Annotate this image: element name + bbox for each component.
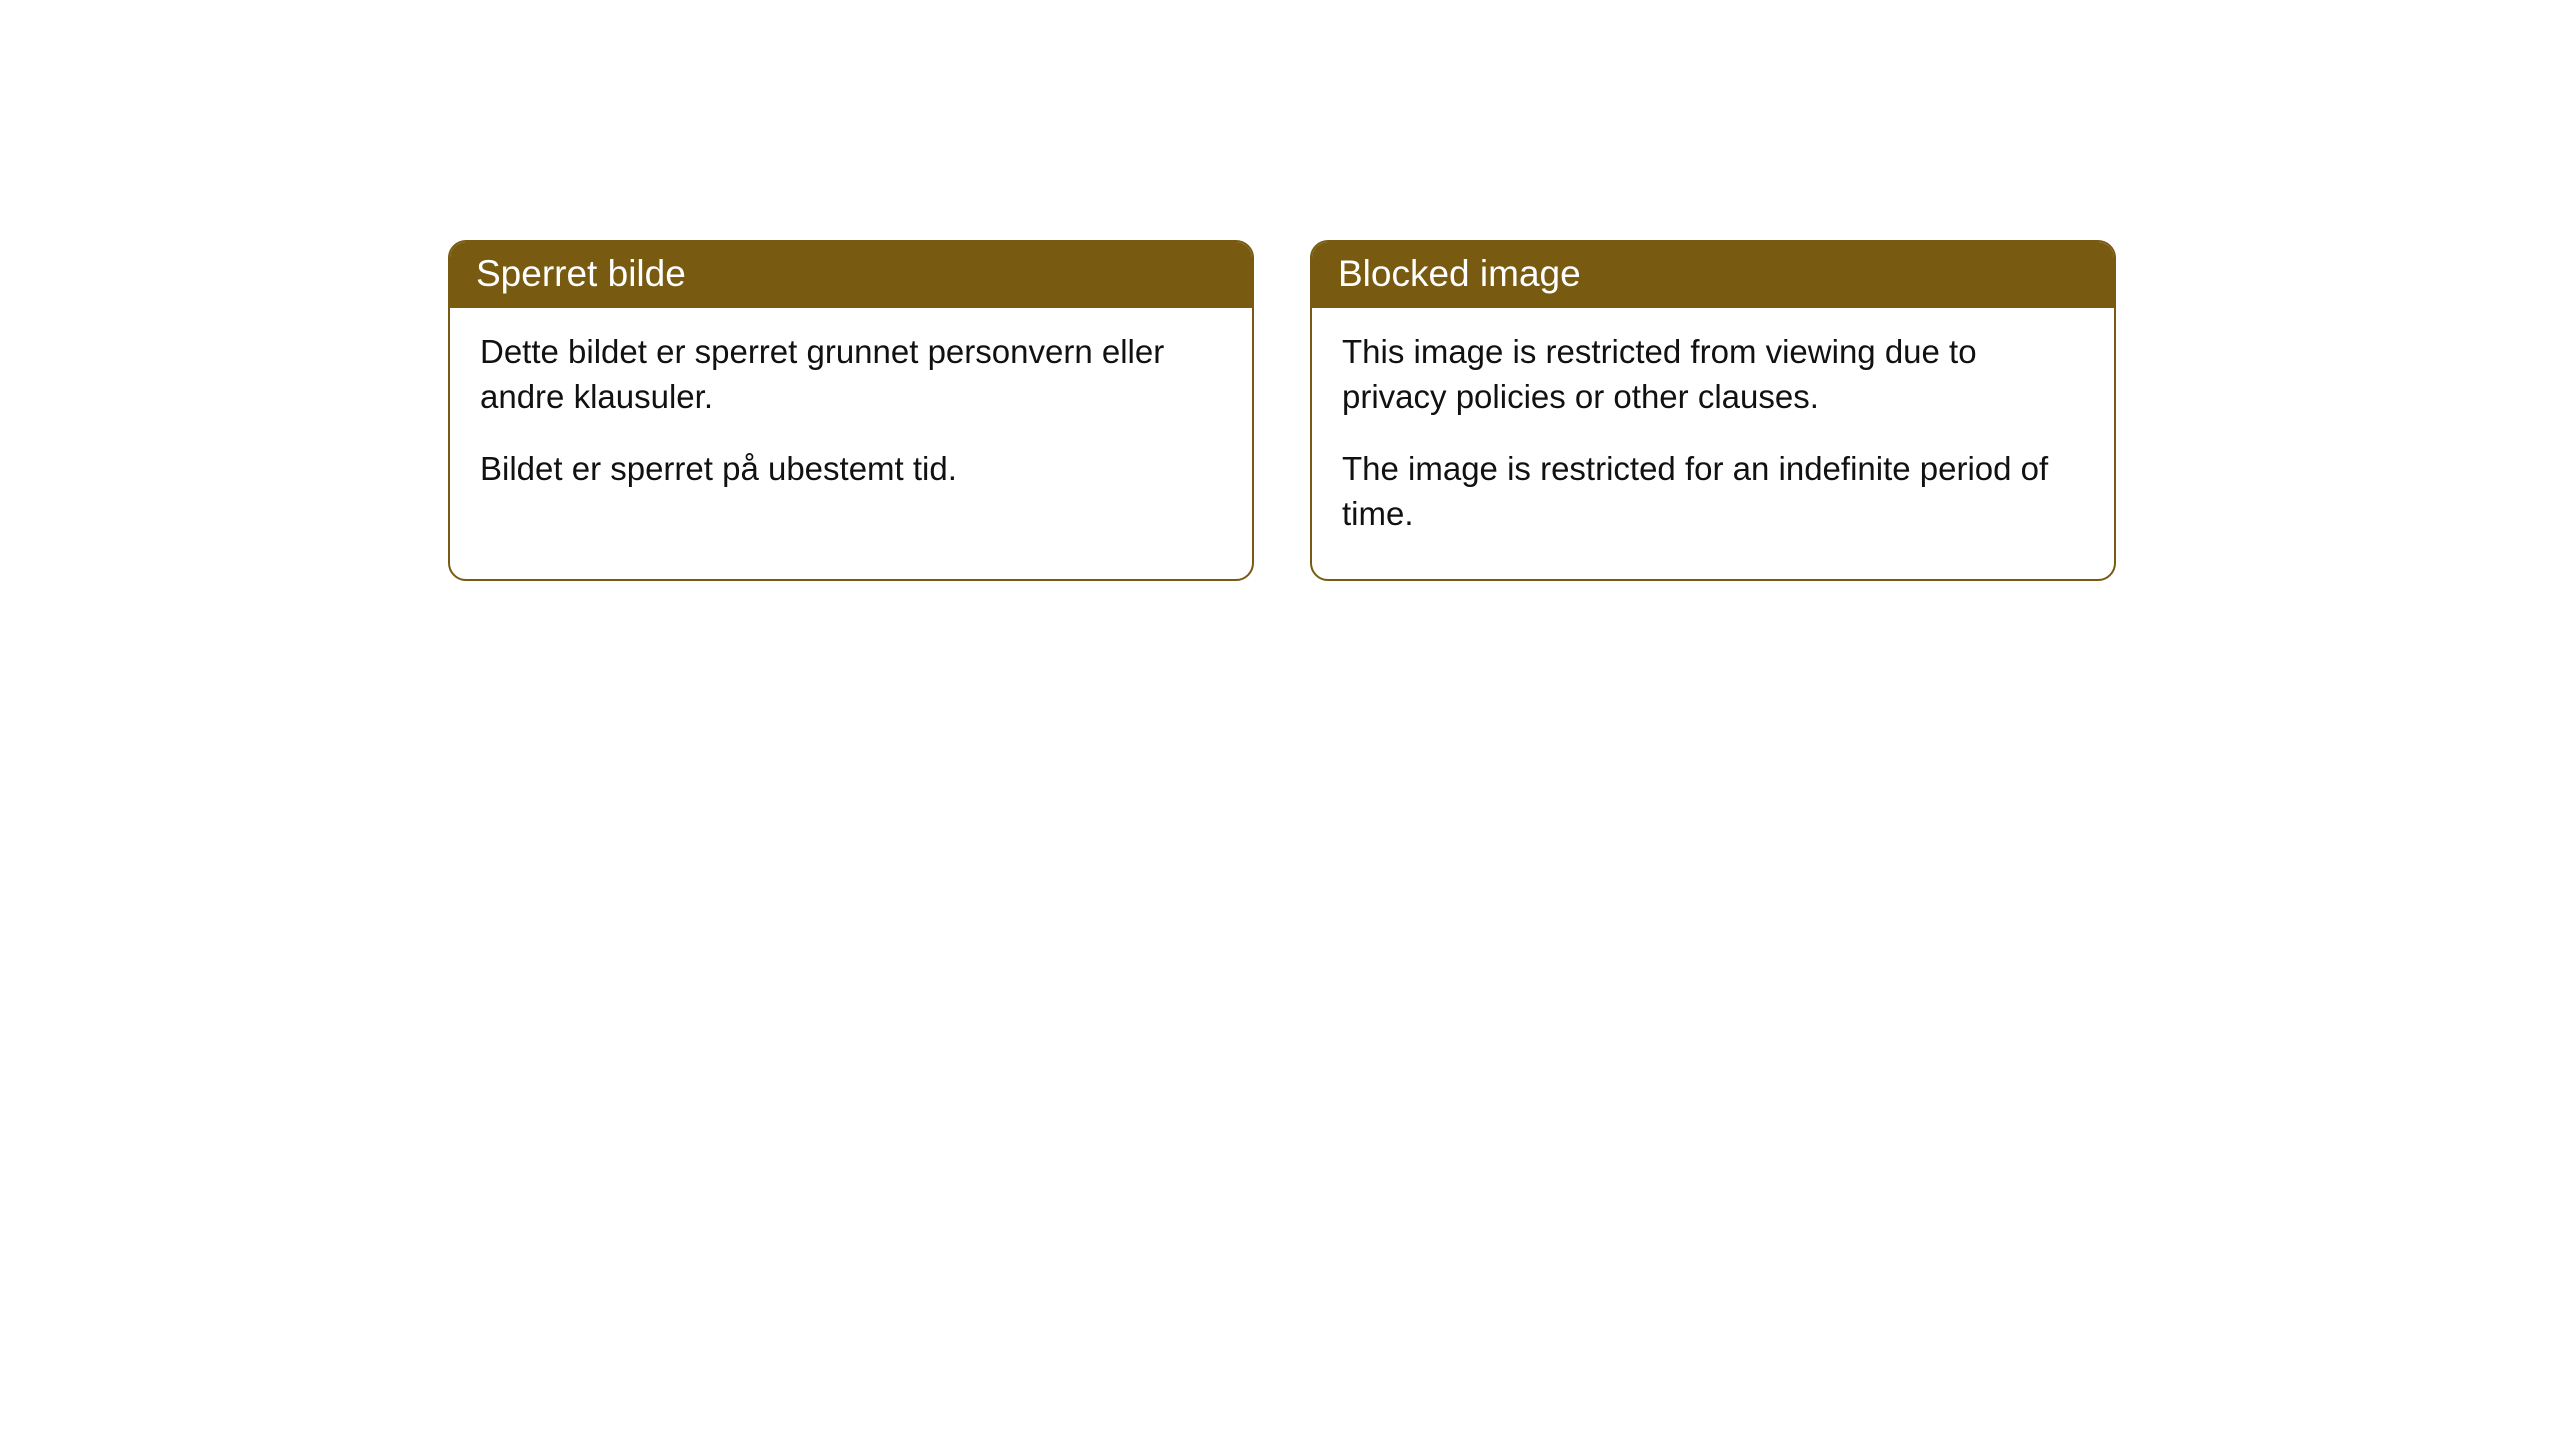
card-body: This image is restricted from viewing du… <box>1312 308 2114 578</box>
card-title: Blocked image <box>1338 253 1581 294</box>
card-title: Sperret bilde <box>476 253 686 294</box>
notice-card-english: Blocked image This image is restricted f… <box>1310 240 2116 581</box>
notice-cards-container: Sperret bilde Dette bildet er sperret gr… <box>448 240 2560 581</box>
card-paragraph: Dette bildet er sperret grunnet personve… <box>480 330 1222 419</box>
card-header: Sperret bilde <box>450 242 1252 308</box>
card-header: Blocked image <box>1312 242 2114 308</box>
card-body: Dette bildet er sperret grunnet personve… <box>450 308 1252 534</box>
card-paragraph: This image is restricted from viewing du… <box>1342 330 2084 419</box>
notice-card-norwegian: Sperret bilde Dette bildet er sperret gr… <box>448 240 1254 581</box>
card-paragraph: The image is restricted for an indefinit… <box>1342 447 2084 536</box>
card-paragraph: Bildet er sperret på ubestemt tid. <box>480 447 1222 492</box>
